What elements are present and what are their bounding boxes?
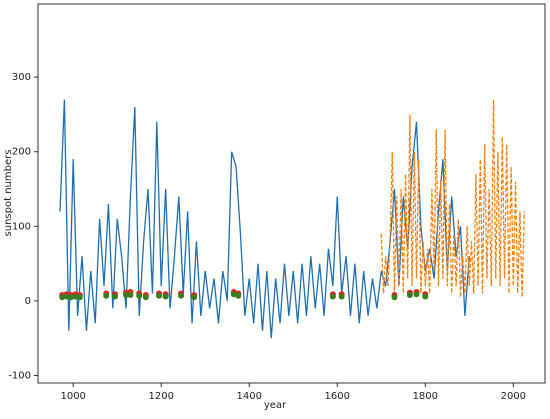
x-tick-label: 1600	[325, 391, 350, 402]
x-tick-label: 1800	[413, 391, 438, 402]
y-tick-label: -100	[8, 371, 31, 382]
dot	[329, 293, 336, 300]
dot	[136, 292, 143, 299]
y-axis-label: sunspot numbers	[3, 150, 14, 237]
dot	[191, 294, 198, 301]
y-tick-label: 300	[12, 72, 31, 83]
dot	[422, 293, 429, 300]
dot	[156, 292, 163, 299]
x-tick-label: 1200	[149, 391, 174, 402]
dot	[127, 291, 134, 298]
dot	[406, 291, 413, 298]
dot	[142, 294, 149, 301]
series-line	[59, 99, 470, 339]
x-tick-label: 2000	[501, 391, 526, 402]
dot	[162, 293, 169, 300]
dot	[391, 294, 398, 301]
y-tick-label: 0	[25, 296, 31, 307]
dot	[123, 291, 130, 298]
dot	[338, 293, 345, 300]
dot	[413, 291, 420, 298]
x-tick-label: 1400	[237, 391, 262, 402]
dot	[76, 294, 83, 301]
y-tick-label: 100	[12, 221, 31, 232]
dot	[235, 292, 242, 299]
dot	[103, 292, 110, 299]
x-tick-label: 1000	[60, 391, 85, 402]
y-tick-label: 200	[12, 147, 31, 158]
dot	[112, 293, 119, 300]
plot-frame	[37, 3, 546, 384]
x-axis-label: year	[264, 400, 287, 411]
dot	[178, 292, 185, 299]
series-line	[380, 99, 525, 298]
